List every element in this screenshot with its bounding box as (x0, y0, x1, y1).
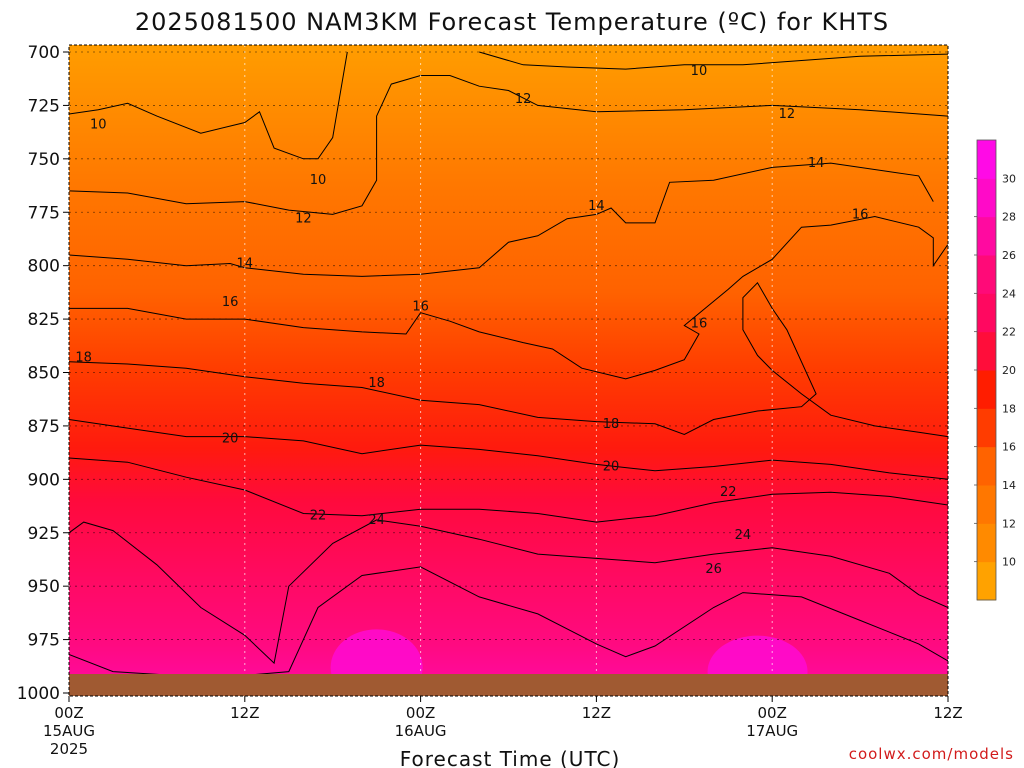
temperature-field (69, 45, 948, 696)
contour-label: 18 (603, 417, 620, 432)
contour-label: 14 (588, 199, 605, 214)
contour-lines (69, 51, 948, 679)
colorbar-label: 16 (1002, 441, 1016, 454)
contour-label: 16 (852, 207, 869, 222)
y-axis: 700 725 750 775 800 825 850 875 900 925 950 975 1000 (17, 43, 69, 704)
colorbar-swatch (977, 523, 996, 563)
y-tick-label: 850 (28, 364, 60, 384)
x-tick-label: 12Z (582, 704, 611, 722)
plot-area: 10 10 10 12 12 12 14 14 14 16 16 16 16 18 18 18 20 20 22 22… (69, 45, 948, 696)
x-tick-label: 00Z (758, 704, 787, 722)
ground-surface (69, 674, 948, 696)
contour-label: 12 (295, 212, 312, 227)
contour-line-12-2 (69, 75, 948, 215)
colorbar-label: 10 (1002, 556, 1016, 569)
contour-line-20-6 (69, 419, 948, 480)
x-tick-date: 16AUG (395, 722, 447, 740)
contour-label: 22 (310, 509, 327, 524)
colorbar-swatch (977, 293, 996, 333)
y-tick-label: 975 (28, 631, 60, 651)
x-tick-date: 15AUG (43, 722, 95, 740)
contour-label: 16 (412, 299, 429, 314)
contour-line-16-4 (69, 215, 948, 380)
colorbar-swatch (977, 255, 996, 294)
credit-text: coolwx.com/models (849, 745, 1014, 763)
y-tick-label: 900 (28, 470, 60, 490)
colorbar-label: 12 (1002, 517, 1016, 530)
contour-label: 14 (237, 257, 254, 272)
contour-label: 10 (90, 118, 107, 133)
colorbar-label: 24 (1002, 287, 1016, 300)
contour-label: 16 (691, 316, 708, 331)
colorbar-swatch (977, 446, 996, 486)
contour-label: 22 (720, 485, 737, 500)
contour-labels: 10 10 10 12 12 12 14 14 14 16 16 16 16 18 18 18 20 20 22 22… (75, 64, 868, 577)
contour-label: 12 (779, 107, 796, 122)
contour-line-22-7 (69, 457, 948, 523)
x-tick-label: 00Z (54, 704, 83, 722)
y-tick-label: 1000 (17, 684, 60, 704)
contour-label: 20 (603, 460, 620, 475)
y-tick-label: 950 (28, 577, 60, 597)
contour-label: 26 (705, 562, 722, 577)
colorbar-label: 28 (1002, 211, 1016, 224)
contour-label: 18 (75, 351, 92, 366)
colorbar-swatch (977, 408, 996, 448)
chart-title: 2025081500 NAM3KM Forecast Temperature (… (135, 8, 889, 36)
x-tick-label: 12Z (933, 704, 962, 722)
y-tick-label: 825 (28, 310, 60, 330)
colorbar-swatch (977, 140, 996, 179)
contour-label: 10 (310, 173, 327, 188)
contour-label: 20 (222, 432, 239, 447)
y-tick-label: 875 (28, 417, 60, 437)
colorbar: 10 12 14 16 18 20 22 24 26 28 30 (974, 139, 1016, 601)
colorbar-swatch (977, 331, 996, 371)
x-tick-label: 00Z (406, 704, 435, 722)
contour-line-10-1 (479, 51, 948, 70)
contour-line-10-0 (69, 51, 348, 160)
x-tick-label: 12Z (230, 704, 259, 722)
warm-core-1 (707, 635, 808, 696)
colorbar-swatch (977, 216, 996, 256)
contour-label: 24 (735, 528, 752, 543)
colorbar-label: 22 (1002, 326, 1016, 339)
y-tick-label: 925 (28, 524, 60, 544)
contour-label: 18 (368, 376, 385, 391)
colorbar-label: 26 (1002, 249, 1016, 262)
colorbar-swatch (977, 485, 996, 524)
contour-line-26-9 (69, 566, 948, 679)
contour-label: 24 (368, 513, 385, 528)
colorbar-label: 30 (1002, 172, 1016, 185)
colorbar-swatch (977, 370, 996, 409)
colorbar-label: 20 (1002, 364, 1016, 377)
y-tick-label: 700 (28, 43, 60, 63)
x-tick-date: 17AUG (746, 722, 798, 740)
contour-label: 10 (691, 64, 708, 79)
colorbar-label: 18 (1002, 402, 1016, 415)
y-tick-label: 725 (28, 96, 60, 116)
colorbar-swatch (977, 561, 996, 601)
y-tick-label: 775 (28, 203, 60, 223)
colorbar-swatch (977, 178, 996, 218)
x-tick-year: 2025 (50, 740, 88, 758)
y-tick-label: 800 (28, 257, 60, 277)
x-axis-title: Forecast Time (UTC) (400, 747, 621, 768)
contour-line-18-5 (69, 281, 948, 438)
contour-label: 14 (808, 156, 825, 171)
colorbar-label: 14 (1002, 479, 1016, 492)
contour-label: 16 (222, 295, 239, 310)
y-tick-label: 750 (28, 150, 60, 170)
contour-label: 12 (515, 92, 532, 107)
